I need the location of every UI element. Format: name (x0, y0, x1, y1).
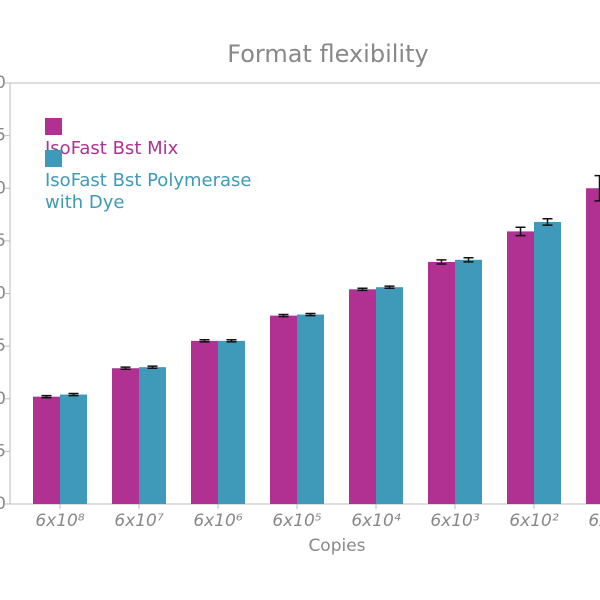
x-tick-label: 6x10⁴ (351, 511, 401, 531)
y-tick-label: 15 (0, 336, 6, 356)
error-bar (384, 285, 395, 289)
x-tick-label: 6x10⁸ (35, 511, 85, 531)
error-bar (278, 313, 289, 318)
bar (139, 367, 166, 504)
bar (297, 314, 324, 504)
bar (33, 396, 60, 504)
x-tick-label: 6x10⁶ (193, 511, 243, 531)
y-tick-label: 10 (0, 389, 6, 409)
bar (270, 315, 297, 504)
y-tick-label: 0 (0, 494, 6, 514)
error-bar (147, 365, 158, 369)
bar (218, 340, 245, 504)
error-bar (68, 392, 79, 397)
bar (349, 289, 376, 504)
error-bar (305, 312, 316, 317)
bar (112, 368, 139, 504)
y-tick-label: 5 (0, 441, 6, 461)
bar (428, 261, 455, 504)
error-bar (515, 226, 526, 237)
y-tick-label: 30 (0, 178, 6, 198)
y-tick-label: 40 (0, 73, 6, 93)
y-tick-label: 20 (0, 284, 6, 304)
legend-label: IsoFast Bst Mix (45, 138, 179, 159)
x-tick-label: 6x10² (509, 511, 559, 531)
error-bar (41, 394, 52, 399)
bar (60, 394, 87, 504)
bar (586, 188, 600, 504)
legend-entry: IsoFast Bst Polymerase with Dye (45, 148, 295, 214)
error-bar (542, 218, 553, 226)
chart-title: Format flexibility (227, 40, 428, 68)
legend-swatch (45, 118, 62, 135)
legend-label: IsoFast Bst Polymerase with Dye (45, 170, 252, 213)
legend-entry: IsoFast Bst Mix (45, 116, 295, 160)
bar (455, 259, 482, 504)
x-axis-label: Copies (308, 536, 365, 556)
error-bar (120, 366, 131, 371)
bar (376, 287, 403, 504)
error-bar (436, 259, 447, 265)
bar (534, 221, 561, 504)
x-tick-label: 6x10⁷ (114, 511, 164, 531)
legend-swatch (45, 150, 62, 167)
y-tick-label: 25 (0, 231, 6, 251)
y-tick-label: 35 (0, 126, 6, 146)
error-bar (463, 256, 474, 263)
x-tick-label: 6x10³ (430, 511, 480, 531)
x-tick-label: 6x10⁵ (272, 511, 322, 531)
error-bar (357, 287, 368, 292)
bar (507, 231, 534, 504)
bar (191, 340, 218, 504)
error-bar (226, 339, 237, 343)
x-tick-label: 6x10¹ (588, 511, 600, 531)
error-bar (199, 339, 210, 343)
